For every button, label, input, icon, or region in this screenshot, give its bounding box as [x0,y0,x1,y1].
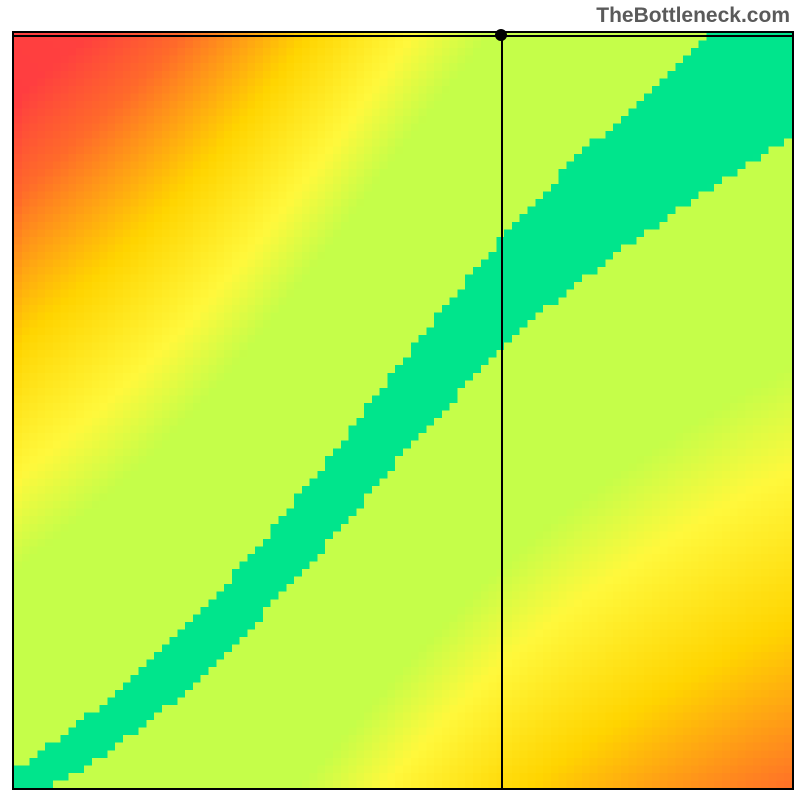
attribution-text: TheBottleneck.com [596,4,790,28]
heatmap-canvas [14,33,792,788]
bottleneck-heatmap [12,31,794,790]
heatmap-canvas-wrap [14,33,792,788]
crosshair-vertical [501,33,503,788]
crosshair-marker-dot [495,29,507,41]
crosshair-horizontal [14,35,792,37]
